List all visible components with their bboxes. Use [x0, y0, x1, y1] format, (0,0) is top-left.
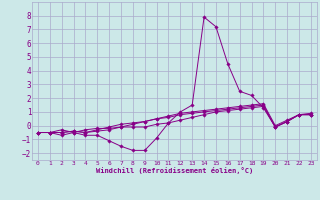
X-axis label: Windchill (Refroidissement éolien,°C): Windchill (Refroidissement éolien,°C) [96, 167, 253, 174]
